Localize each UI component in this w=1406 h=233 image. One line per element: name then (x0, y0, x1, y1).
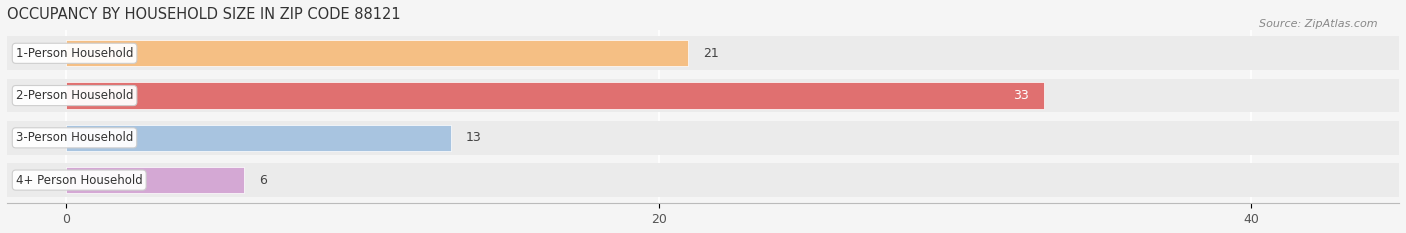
Text: 3-Person Household: 3-Person Household (15, 131, 134, 144)
Text: Source: ZipAtlas.com: Source: ZipAtlas.com (1260, 19, 1378, 29)
Bar (66, 167, 243, 193)
Text: 13: 13 (465, 131, 482, 144)
Bar (66, 82, 1043, 109)
Text: 1-Person Household: 1-Person Household (15, 47, 134, 60)
Text: 6: 6 (259, 174, 267, 187)
Text: OCCUPANCY BY HOUSEHOLD SIZE IN ZIP CODE 88121: OCCUPANCY BY HOUSEHOLD SIZE IN ZIP CODE … (7, 7, 401, 22)
Text: 4+ Person Household: 4+ Person Household (15, 174, 142, 187)
Bar (66, 40, 688, 66)
Bar (7, 121, 1399, 155)
Bar (7, 163, 1399, 197)
Bar (7, 36, 1399, 70)
Bar (66, 125, 451, 151)
Text: 21: 21 (703, 47, 718, 60)
Text: 33: 33 (1014, 89, 1029, 102)
Bar (7, 79, 1399, 113)
Text: 2-Person Household: 2-Person Household (15, 89, 134, 102)
